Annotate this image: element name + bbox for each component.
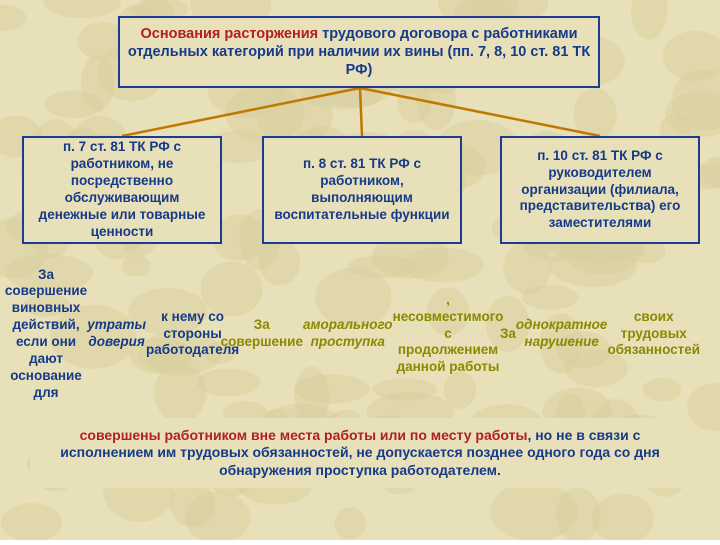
title-box: Основания расторжения трудового договора… <box>118 16 600 88</box>
column-reason-0: За совершение виновных действий, если он… <box>22 280 222 388</box>
footer-prefix: совершены работником вне места работы ил… <box>80 427 528 443</box>
column-reason-1: За совершение аморального проступка, нес… <box>262 280 462 388</box>
column-head-1: п. 8 ст. 81 ТК РФ с работником, выполняю… <box>262 136 462 244</box>
column-head-2: п. 10 ст. 81 ТК РФ с руководителем орган… <box>500 136 700 244</box>
column-reason-2: За однократное нарушение своих трудовых … <box>500 280 700 388</box>
footer-box: совершены работником вне места работы ил… <box>30 418 690 488</box>
diagram-content: Основания расторжения трудового договора… <box>0 0 720 540</box>
title-prefix: Основания расторжения <box>141 26 319 42</box>
column-head-0: п. 7 ст. 81 ТК РФ с работником, не посре… <box>22 136 222 244</box>
